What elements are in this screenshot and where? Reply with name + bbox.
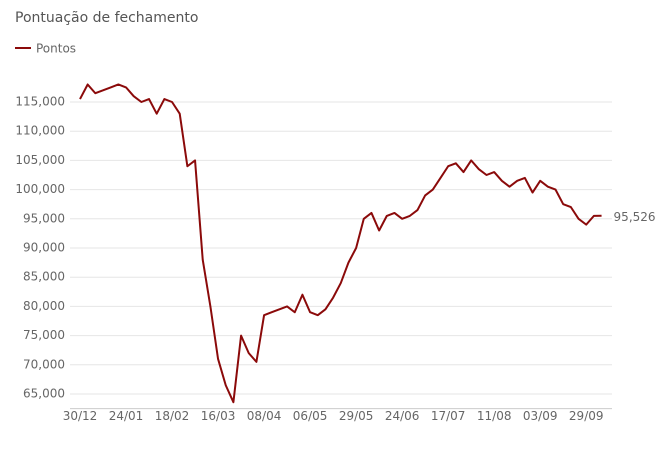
y-tick-label: 115,000 bbox=[15, 95, 65, 109]
x-tick-label: 29/09 bbox=[569, 409, 604, 423]
x-tick-label: 18/02 bbox=[155, 409, 190, 423]
y-tick-label: 110,000 bbox=[15, 124, 65, 138]
y-tick-label: 70,000 bbox=[23, 357, 65, 371]
y-tick-label: 90,000 bbox=[23, 241, 65, 255]
y-tick-label: 100,000 bbox=[15, 182, 65, 196]
y-tick-label: 85,000 bbox=[23, 270, 65, 284]
x-tick-label: 17/07 bbox=[431, 409, 466, 423]
x-tick-label: 08/04 bbox=[247, 409, 282, 423]
x-tick-label: 16/03 bbox=[201, 409, 236, 423]
legend-label: Pontos bbox=[36, 42, 76, 56]
y-tick-label: 105,000 bbox=[15, 153, 65, 167]
y-tick-label: 80,000 bbox=[23, 299, 65, 313]
y-tick-label: 65,000 bbox=[23, 387, 65, 401]
chart-title: Pontuação de fechamento bbox=[15, 10, 198, 26]
y-tick-label: 75,000 bbox=[23, 328, 65, 342]
value-label: 95,526 bbox=[614, 210, 656, 224]
x-tick-label: 30/12 bbox=[63, 409, 98, 423]
x-tick-label: 24/06 bbox=[385, 409, 420, 423]
x-tick-label: 24/01 bbox=[109, 409, 144, 423]
x-tick-label: 06/05 bbox=[293, 409, 328, 423]
line bbox=[79, 83, 602, 404]
x-tick-label: 03/09 bbox=[523, 409, 558, 423]
y-tick-label: 95,000 bbox=[23, 211, 65, 225]
x-tick-label: 11/08 bbox=[477, 409, 512, 423]
x-tick-label: 29/05 bbox=[339, 409, 374, 423]
